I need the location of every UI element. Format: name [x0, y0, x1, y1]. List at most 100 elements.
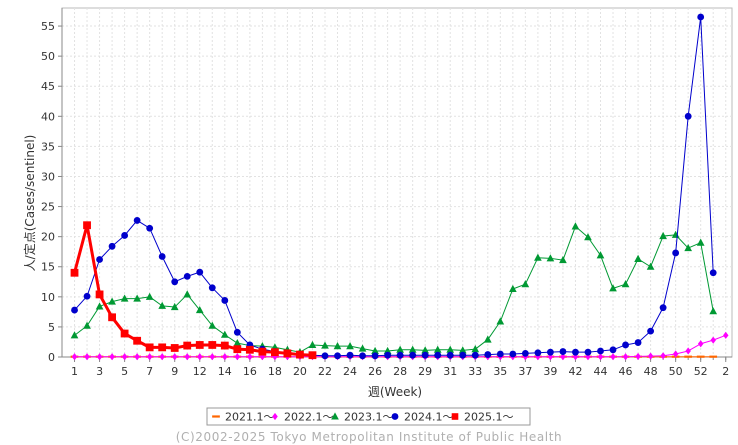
data-point [572, 348, 579, 356]
data-point [647, 352, 654, 360]
data-point [597, 347, 604, 355]
data-point [321, 352, 329, 360]
data-point [596, 251, 605, 259]
data-point [209, 353, 216, 361]
data-point [95, 290, 104, 299]
data-point [145, 292, 154, 300]
data-point [446, 351, 454, 359]
legend-label: 2025.1～ [464, 411, 514, 424]
data-point [108, 242, 116, 250]
data-point [233, 345, 242, 354]
data-point [496, 317, 505, 325]
data-point [659, 304, 667, 312]
data-point [534, 253, 542, 261]
data-point [83, 292, 91, 300]
data-point [134, 353, 140, 361]
data-point [84, 353, 90, 361]
data-point [709, 269, 717, 277]
x-tick-label: 44 [594, 365, 608, 378]
data-point [183, 290, 192, 298]
data-point [183, 341, 192, 350]
data-point [609, 284, 617, 292]
x-tick-label: 42 [568, 365, 582, 378]
data-point [396, 345, 404, 353]
data-point [459, 351, 467, 359]
data-point [197, 353, 203, 361]
data-point [709, 355, 718, 358]
x-tick-label: 16 [243, 365, 257, 378]
series-4 [71, 13, 717, 360]
data-point [434, 351, 442, 359]
y-tick-label: 35 [41, 140, 55, 153]
data-point [283, 349, 292, 358]
data-point [534, 349, 542, 357]
data-point [208, 341, 217, 349]
x-tick-label: 33 [468, 365, 482, 378]
x-tick-label: 24 [343, 365, 357, 378]
x-tick-label: 52 [694, 365, 708, 378]
data-point [245, 345, 254, 354]
data-point [684, 355, 693, 358]
data-point [158, 253, 166, 260]
data-point [560, 353, 566, 361]
x-tick-label: 14 [218, 365, 232, 378]
x-tick-label: 39 [543, 365, 557, 378]
data-point [171, 278, 179, 286]
data-point [221, 297, 229, 304]
y-tick-label: 45 [41, 80, 55, 93]
x-tick-label: 35 [493, 365, 507, 378]
data-point [346, 351, 354, 359]
data-point [559, 348, 567, 355]
data-point [170, 302, 179, 311]
data-point [408, 345, 417, 353]
data-point [159, 353, 165, 361]
legend-box [206, 407, 531, 426]
x-tick-label: 29 [418, 365, 432, 378]
data-point [646, 262, 655, 270]
data-point [597, 353, 604, 361]
data-point [684, 112, 692, 120]
y-tick-label: 15 [41, 261, 55, 274]
data-point [484, 351, 492, 359]
data-point [220, 341, 229, 350]
data-point [697, 340, 704, 348]
data-point [120, 329, 129, 338]
data-point [109, 353, 115, 361]
data-point [396, 351, 404, 359]
data-point [346, 342, 354, 350]
data-point [458, 346, 467, 354]
data-point [195, 305, 204, 314]
legend-label: 2021.1～ [225, 411, 275, 424]
legend-label: 2024.1～ [404, 411, 454, 424]
data-point [584, 233, 592, 241]
x-tick-label: 1 [71, 365, 78, 378]
data-point [371, 346, 379, 355]
data-point [509, 350, 517, 358]
grid [61, 7, 733, 358]
data-point [96, 353, 103, 361]
data-point [333, 342, 342, 350]
data-point [83, 221, 91, 230]
legend-label: 2023.1～ [344, 411, 394, 424]
data-point [321, 341, 329, 349]
legend: 2021.1～ 2022.1～ 2023.1～ 2024.1～ 2025.1～ [206, 407, 531, 426]
y-axis-label: 人/定点(Cases/sentinel) [22, 135, 37, 272]
x-tick-label: 48 [644, 365, 658, 378]
data-point [660, 352, 666, 360]
data-point [409, 351, 417, 359]
x-tick-label: 2 [722, 365, 729, 378]
data-point [184, 353, 190, 361]
data-point [71, 306, 78, 314]
data-point [133, 336, 142, 345]
data-point [609, 346, 617, 354]
data-point [70, 268, 79, 277]
data-point [610, 353, 616, 361]
data-point [359, 352, 366, 360]
data-point [121, 232, 129, 239]
data-point [233, 328, 241, 336]
data-point [421, 351, 429, 359]
data-point [496, 350, 504, 358]
data-point [234, 353, 241, 361]
data-point [383, 346, 392, 355]
data-point [220, 330, 229, 338]
